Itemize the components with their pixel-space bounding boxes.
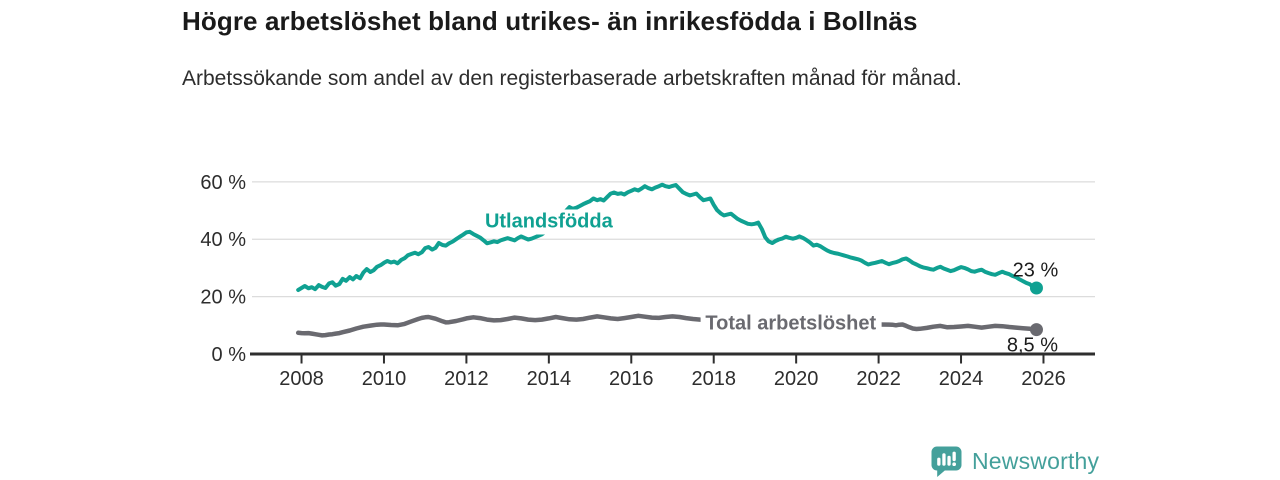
x-axis-tick-label: 2018	[691, 368, 736, 390]
y-axis-tick-label: 20 %	[200, 287, 246, 309]
x-axis-tick-label: 2020	[774, 368, 819, 390]
series-end-dot	[1029, 281, 1043, 295]
x-axis-tick-label: 2010	[362, 368, 407, 390]
x-axis-tick-label: 2012	[444, 368, 489, 390]
y-axis-tick-label: 60 %	[200, 172, 246, 194]
y-axis-tick-label: 40 %	[200, 229, 246, 251]
x-axis-tick-label: 2022	[856, 368, 901, 390]
x-axis-tick-label: 2026	[1021, 368, 1066, 390]
chart-subtitle: Arbetssökande som andel av den registerb…	[182, 67, 962, 90]
y-axis-tick-label: 0 %	[212, 344, 247, 366]
newsworthy-logo: Newsworthy	[930, 445, 1099, 478]
x-axis-tick-label: 2014	[527, 368, 572, 390]
newsworthy-wordmark: Newsworthy	[972, 448, 1100, 474]
newsworthy-speech-bubble-bar-chart-icon	[931, 446, 962, 477]
page-title: Högre arbetslöshet bland utrikes- än inr…	[182, 6, 918, 36]
x-axis-tick-label: 2008	[279, 368, 324, 390]
x-axis-tick-label: 2016	[609, 368, 654, 390]
series-end-dot	[1029, 323, 1043, 337]
series-line-utlandsf-dda	[296, 182, 1039, 292]
x-axis-tick-label: 2024	[939, 368, 984, 390]
series-line-total-arbetsl-shet	[295, 313, 1039, 338]
